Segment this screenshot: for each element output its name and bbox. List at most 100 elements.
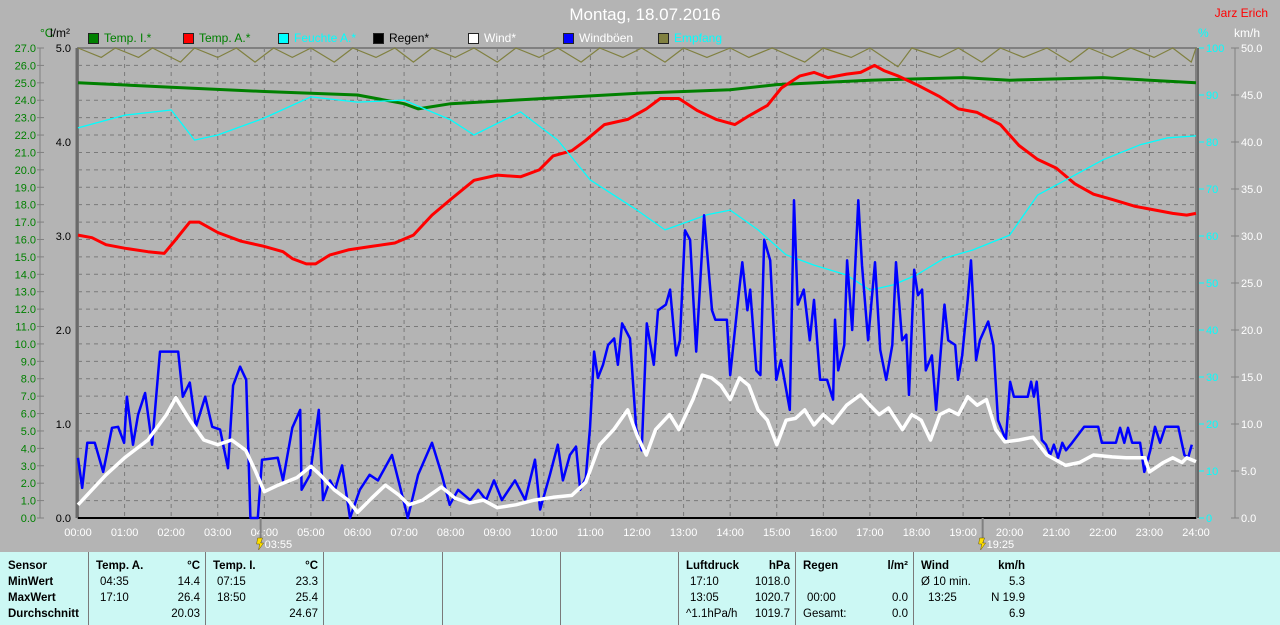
stats-row-avg: Durchschnitt bbox=[8, 608, 79, 620]
stats-col-temp-outdoor: Temp. A. °C 04:35 14.4 17:10 26.4 20.03 bbox=[88, 552, 206, 625]
temp-tick-label: 6.0 bbox=[21, 409, 36, 421]
stats-header: Temp. I. bbox=[213, 560, 256, 572]
time-tick-label: 15:00 bbox=[763, 527, 791, 539]
stats-trend: ^1.1hPa/h bbox=[686, 608, 738, 620]
temp-tick-label: 3.0 bbox=[21, 461, 36, 473]
chart-title: Montag, 18.07.2016 bbox=[569, 5, 721, 24]
legend-item-wind[interactable]: Wind* bbox=[468, 31, 516, 45]
wind-tick-label: 10.0 bbox=[1241, 419, 1262, 431]
wind-tick-label: 35.0 bbox=[1241, 184, 1262, 196]
temp-tick-label: 24.0 bbox=[15, 95, 36, 107]
legend-item-temp-outdoor[interactable]: Temp. A.* bbox=[183, 31, 250, 45]
wind-tick-label: 30.0 bbox=[1241, 231, 1262, 243]
humidity-tick-label: 70 bbox=[1206, 184, 1218, 196]
legend-item-humidity[interactable]: Feuchte A.* bbox=[278, 31, 356, 45]
legend-item-reception[interactable]: Empfang bbox=[658, 31, 722, 45]
time-tick-label: 24:00 bbox=[1182, 527, 1210, 539]
time-tick-label: 23:00 bbox=[1136, 527, 1164, 539]
legend-swatch bbox=[658, 32, 669, 44]
series-wind bbox=[76, 373, 1197, 515]
humidity-tick-label: 0 bbox=[1206, 513, 1212, 525]
time-tick-label: 07:00 bbox=[390, 527, 418, 539]
wind-tick-label: 15.0 bbox=[1241, 372, 1262, 384]
stats-unit: km/h bbox=[998, 560, 1025, 572]
time-tick-label: 18:00 bbox=[903, 527, 931, 539]
time-tick-label: 04:00 bbox=[251, 527, 279, 539]
stats-avg-value: 6.9 bbox=[1009, 608, 1025, 620]
series-feuchte-a bbox=[77, 96, 1197, 291]
temp-tick-label: 10.0 bbox=[15, 339, 36, 351]
temp-tick-label: 8.0 bbox=[21, 374, 36, 386]
stats-header: Temp. A. bbox=[96, 560, 144, 572]
stats-max-value: N 19.9 bbox=[991, 592, 1025, 604]
stats-max-value: 25.4 bbox=[295, 592, 318, 604]
stats-col-empty bbox=[323, 552, 443, 625]
legend-label: Windböen bbox=[579, 31, 634, 45]
temp-tick-label: 14.0 bbox=[15, 269, 36, 281]
stats-col-rain: Regen l/m² 00:00 0.0 Gesamt: 0.0 bbox=[795, 552, 914, 625]
legend-swatch bbox=[468, 32, 479, 44]
stats-min-time: 07:15 bbox=[217, 576, 246, 588]
legend-item-temp-indoor[interactable]: Temp. I.* bbox=[88, 31, 151, 45]
wind-tick-label: 20.0 bbox=[1241, 325, 1262, 337]
legend-item-rain[interactable]: Regen* bbox=[373, 31, 429, 45]
humidity-tick-label: 20 bbox=[1206, 419, 1218, 431]
stats-unit: °C bbox=[187, 560, 200, 572]
temp-tick-label: 5.0 bbox=[21, 426, 36, 438]
temp-tick-label: 27.0 bbox=[15, 43, 36, 55]
sun-marker-label: 19:25 bbox=[987, 539, 1015, 551]
temp-tick-label: 23.0 bbox=[15, 113, 36, 125]
time-tick-label: 19:00 bbox=[949, 527, 977, 539]
time-tick-label: 01:00 bbox=[111, 527, 139, 539]
stats-row-max: MaxWert bbox=[8, 592, 56, 604]
time-tick-label: 03:00 bbox=[204, 527, 232, 539]
temp-tick-label: 17.0 bbox=[15, 217, 36, 229]
wind-tick-label: 40.0 bbox=[1241, 137, 1262, 149]
temp-tick-label: 15.0 bbox=[15, 252, 36, 264]
humidity-tick-label: 30 bbox=[1206, 372, 1218, 384]
stats-max-time: 13:25 bbox=[928, 592, 957, 604]
statistics-table: Sensor MinWert MaxWert Durchschnitt Temp… bbox=[0, 552, 1280, 625]
legend-label: Temp. A.* bbox=[199, 31, 251, 45]
legend-item-gusts[interactable]: Windböen bbox=[563, 31, 633, 45]
stats-header: Wind bbox=[921, 560, 949, 572]
stats-unit: hPa bbox=[768, 560, 790, 572]
temp-tick-label: 16.0 bbox=[15, 234, 36, 246]
time-tick-label: 11:00 bbox=[577, 527, 604, 539]
humidity-tick-label: 90 bbox=[1206, 90, 1218, 102]
stats-total-label: Gesamt: bbox=[803, 608, 847, 620]
stats-min-value: 23.3 bbox=[295, 576, 318, 588]
stats-max-time: 13:05 bbox=[690, 592, 719, 604]
stats-min-time: 17:10 bbox=[690, 576, 719, 588]
stats-col-empty bbox=[560, 552, 679, 625]
wind-tick-label: 0.0 bbox=[1241, 513, 1256, 525]
series-empfang bbox=[77, 47, 1197, 68]
time-tick-label: 13:00 bbox=[670, 527, 698, 539]
stats-max-value: 1020.7 bbox=[754, 592, 790, 604]
wind-tick-label: 50.0 bbox=[1241, 43, 1262, 55]
time-tick-label: 22:00 bbox=[1089, 527, 1117, 539]
legend-label: Temp. I.* bbox=[104, 31, 152, 45]
humidity-tick-label: 10 bbox=[1206, 466, 1218, 478]
temp-tick-label: 13.0 bbox=[15, 287, 36, 299]
temp-tick-label: 22.0 bbox=[15, 130, 36, 142]
time-tick-label: 10:00 bbox=[530, 527, 558, 539]
stats-avg-value: 1019.7 bbox=[754, 608, 790, 620]
stats-col-empty bbox=[442, 552, 561, 625]
sun-marker-label: 03:55 bbox=[265, 539, 293, 551]
stats-min-value: 14.4 bbox=[177, 576, 200, 588]
temp-tick-label: 7.0 bbox=[21, 391, 36, 403]
temp-axis-unit: °C bbox=[40, 26, 54, 40]
stats-col-pressure: Luftdruck hPa 17:10 1018.0 13:05 1020.7 … bbox=[678, 552, 796, 625]
stats-header: Luftdruck bbox=[686, 560, 740, 572]
stats-max-value: 0.0 bbox=[892, 592, 908, 604]
wind-tick-label: 5.0 bbox=[1241, 466, 1256, 478]
legend-swatch bbox=[563, 32, 574, 44]
humidity-tick-label: 40 bbox=[1206, 325, 1218, 337]
sun-icon bbox=[978, 537, 987, 551]
temp-tick-label: 9.0 bbox=[21, 356, 36, 368]
wind-tick-label: 45.0 bbox=[1241, 90, 1262, 102]
stats-header-sensor: Sensor bbox=[8, 560, 47, 572]
stats-total-value: 0.0 bbox=[892, 608, 908, 620]
rain-tick-label: 2.0 bbox=[56, 325, 71, 337]
